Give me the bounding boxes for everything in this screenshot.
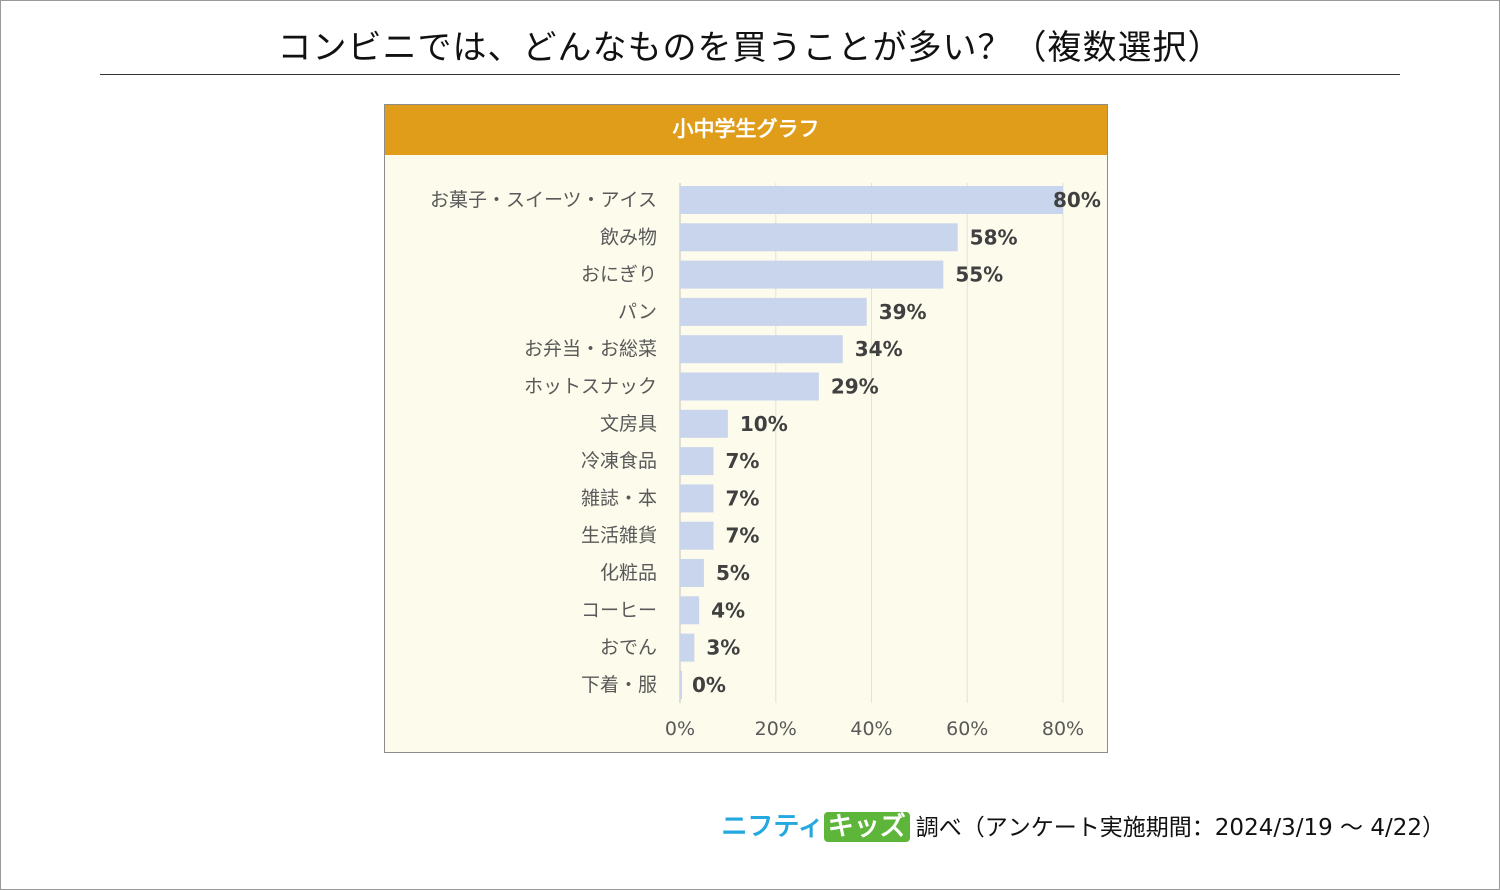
footer-credit: ニフティ キッズ 調べ（アンケート実施期間：2024/3/19 ～ 4/22） <box>721 806 1445 843</box>
bar-chart: 0% 20% 40% 60% 80% お菓子・スイーツ・アイス 80% 飲み物 58% おにぎり 5… <box>430 183 1101 740</box>
bar <box>680 596 700 625</box>
data-label: 7% <box>726 486 760 510</box>
category-label: 飲み物 <box>600 226 657 248</box>
source-note: 調べ（アンケート実施期間：2024/3/19 ～ 4/22） <box>915 814 1445 841</box>
data-label: 58% <box>970 225 1018 249</box>
brand-logo: ニフティ キッズ <box>721 806 910 843</box>
x-tick-label: 20% <box>755 718 797 740</box>
brand-logo-part1: ニフティ <box>721 812 824 842</box>
data-label: 34% <box>855 337 903 361</box>
data-label: 3% <box>706 636 740 660</box>
category-label: 冷凍食品 <box>581 450 657 472</box>
bar <box>680 186 1063 214</box>
bar <box>680 521 714 550</box>
category-label: コーヒー <box>581 599 657 621</box>
chart-panel: 小中学生グラフ 0% 20% 40% 60% 80% お菓子・スイーツ・アイス 80% 飲み物… <box>384 104 1108 753</box>
bar <box>680 447 714 476</box>
bar <box>680 335 843 364</box>
data-label: 7% <box>726 449 760 473</box>
bar <box>680 633 695 662</box>
category-label: お菓子・スイーツ・アイス <box>430 189 657 211</box>
bar <box>680 484 714 513</box>
data-label: 80% <box>1053 188 1101 212</box>
x-tick-label: 0% <box>665 718 695 740</box>
page-title: コンビニでは、どんなものを買うことが多い？（複数選択） <box>277 28 1223 68</box>
bar <box>680 670 682 699</box>
data-label: 39% <box>879 300 927 324</box>
category-label: 生活雑貨 <box>581 525 657 547</box>
category-label: ホットスナック <box>524 376 657 398</box>
data-label: 10% <box>740 412 788 436</box>
category-label: 文房具 <box>600 413 657 435</box>
category-label: お弁当・お総菜 <box>524 338 657 360</box>
data-label: 55% <box>955 263 1003 287</box>
data-label: 0% <box>692 673 726 697</box>
data-label: 7% <box>726 524 760 548</box>
x-tick-label: 60% <box>946 718 988 740</box>
chart-title: 小中学生グラフ <box>385 105 1107 155</box>
category-label: 下着・服 <box>581 674 657 696</box>
bar <box>680 260 944 289</box>
bar <box>680 409 728 438</box>
brand-logo-part2: キッズ <box>823 812 910 842</box>
bar <box>680 297 867 326</box>
bar <box>680 223 958 252</box>
category-label: 雑誌・本 <box>581 487 657 509</box>
data-label: 4% <box>711 598 745 622</box>
x-tick-label: 40% <box>850 718 892 740</box>
title-divider <box>100 74 1400 75</box>
category-label: 化粧品 <box>600 562 657 584</box>
bar <box>680 559 704 587</box>
bar <box>680 372 819 401</box>
category-label: おにぎり <box>581 264 657 286</box>
data-label: 5% <box>716 561 750 585</box>
category-label: パン <box>618 301 657 323</box>
data-label: 29% <box>831 375 879 399</box>
x-tick-label: 80% <box>1042 718 1084 740</box>
category-label: おでん <box>600 637 657 659</box>
